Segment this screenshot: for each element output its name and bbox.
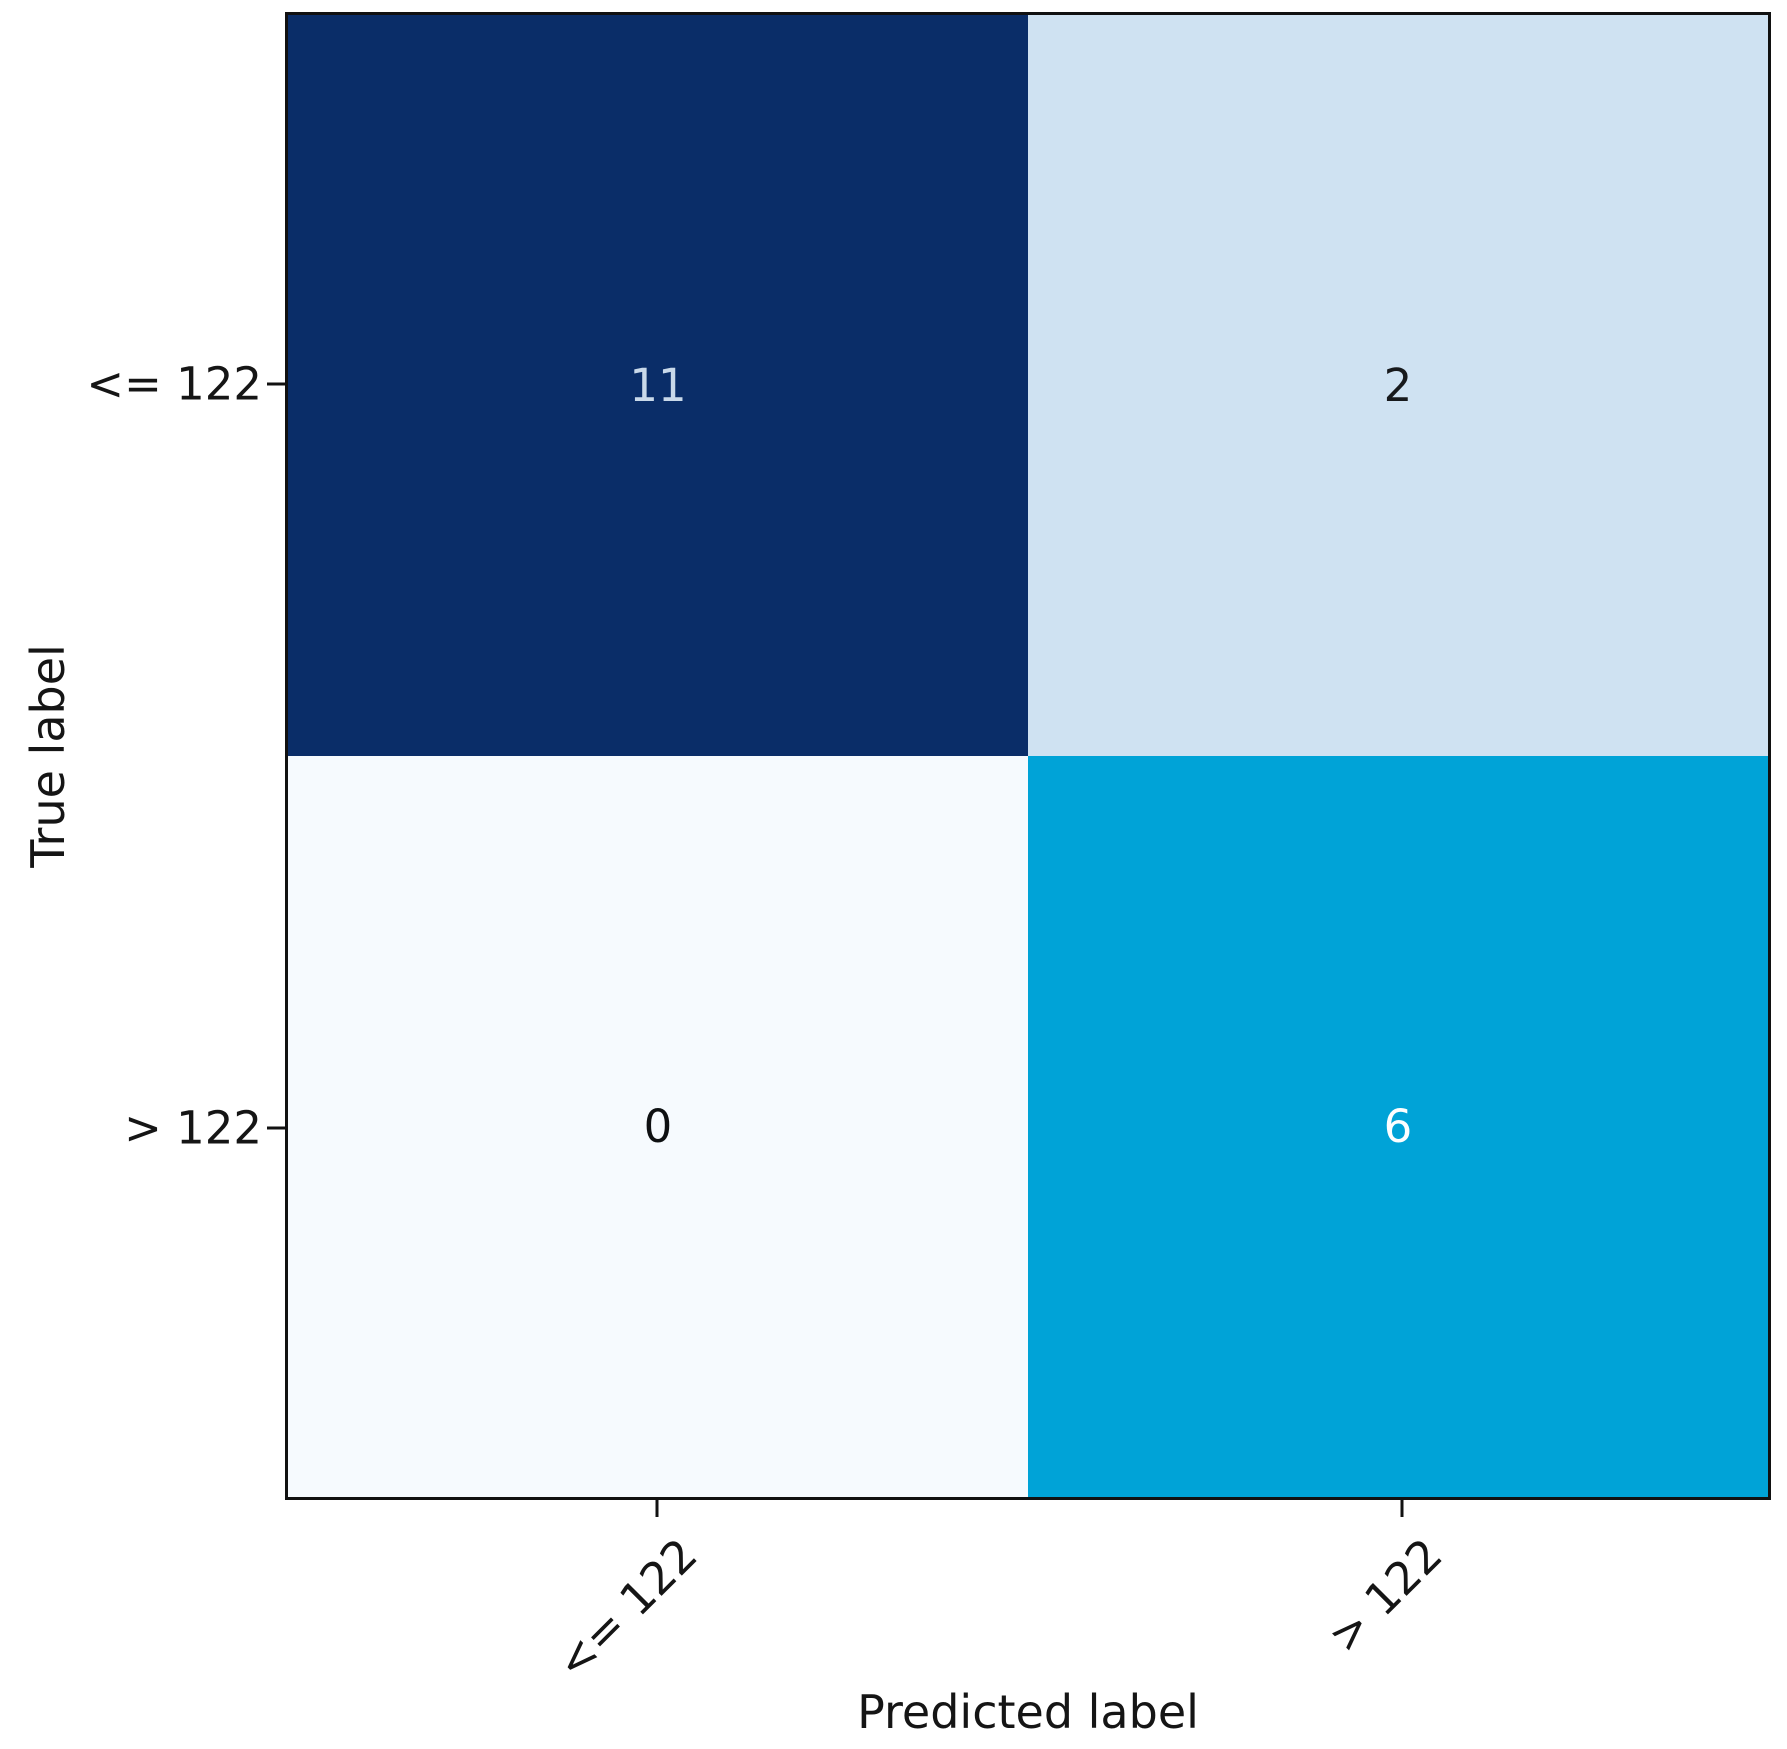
matrix-cell-true1-pred1: 6 xyxy=(1028,756,1768,1497)
cell-value: 0 xyxy=(643,1100,673,1153)
matrix-cell-true1-pred0: 0 xyxy=(288,756,1028,1497)
y-tick-mark-0 xyxy=(267,382,285,386)
cell-value: 11 xyxy=(629,359,687,412)
y-axis-label: True label xyxy=(21,644,75,868)
x-tick-label-1: > 122 xyxy=(1317,1528,1453,1663)
x-tick-label-0: <= 122 xyxy=(545,1528,708,1690)
matrix-cell-true0-pred1: 2 xyxy=(1028,15,1768,756)
plot-area: 11 2 0 6 xyxy=(285,12,1771,1500)
x-tick-mark-1 xyxy=(1400,1500,1404,1517)
y-tick-label-1: > 122 xyxy=(124,1101,262,1155)
matrix-cell-true0-pred0: 11 xyxy=(288,15,1028,756)
cell-value: 6 xyxy=(1383,1100,1413,1153)
y-tick-mark-1 xyxy=(267,1126,285,1130)
x-tick-mark-0 xyxy=(655,1500,659,1517)
x-axis-label: Predicted label xyxy=(857,1685,1199,1739)
cell-value: 2 xyxy=(1383,359,1413,412)
y-tick-label-0: <= 122 xyxy=(86,357,262,411)
